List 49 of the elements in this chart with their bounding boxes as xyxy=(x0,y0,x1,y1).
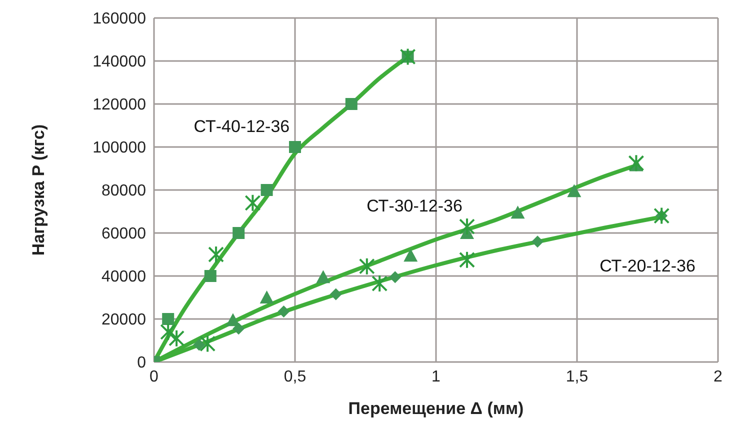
point xyxy=(289,141,301,153)
point xyxy=(208,246,224,264)
point xyxy=(168,329,185,348)
point xyxy=(200,334,216,353)
point xyxy=(459,218,476,236)
point xyxy=(204,270,216,282)
y-tick-label: 60000 xyxy=(102,226,146,243)
y-tick-label: 0 xyxy=(137,354,146,372)
point xyxy=(358,257,375,276)
x-tick-label: 0,5 xyxy=(284,368,306,386)
point xyxy=(532,236,544,248)
series-label: СТ-30-12-36 xyxy=(366,196,462,216)
series-label: СТ-20-12-36 xyxy=(600,256,696,276)
y-tick-label: 140000 xyxy=(92,54,146,71)
point xyxy=(345,98,358,110)
point xyxy=(510,206,525,219)
y-tick-label: 120000 xyxy=(92,96,146,114)
point xyxy=(226,313,240,326)
x-tick-label: 1 xyxy=(432,368,441,386)
series-label: СТ-40-12-36 xyxy=(194,116,290,136)
point xyxy=(160,322,176,341)
point xyxy=(162,313,174,325)
point xyxy=(654,206,670,225)
x-tick-label: 0 xyxy=(150,368,159,386)
point xyxy=(400,48,416,66)
point xyxy=(260,184,273,196)
point xyxy=(459,250,476,269)
point xyxy=(278,305,290,318)
point xyxy=(316,270,330,284)
x-axis-title: Перемещение Δ (мм) xyxy=(348,399,524,418)
point xyxy=(567,184,582,198)
point xyxy=(193,338,206,351)
y-tick-label: 40000 xyxy=(102,268,146,286)
point xyxy=(404,248,418,262)
y-axis-title: Нагрузка P (кгс) xyxy=(29,124,48,256)
y-tick-label: 20000 xyxy=(102,312,146,329)
point xyxy=(232,322,245,335)
point xyxy=(628,154,644,172)
point xyxy=(372,274,388,293)
y-tick-label: 160000 xyxy=(92,10,146,28)
point xyxy=(330,288,342,300)
y-tick-label: 100000 xyxy=(92,140,146,157)
point xyxy=(260,290,274,304)
point xyxy=(389,271,402,284)
point xyxy=(232,227,245,239)
x-tick-label: 2 xyxy=(714,368,723,386)
y-tick-label: 80000 xyxy=(102,182,146,200)
point xyxy=(244,194,261,212)
x-tick-label: 1,5 xyxy=(566,368,588,386)
